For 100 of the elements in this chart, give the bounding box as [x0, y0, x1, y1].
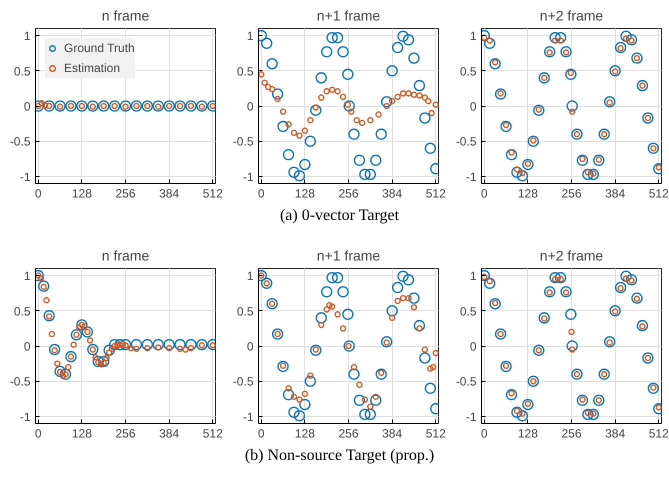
point [348, 128, 360, 140]
point [381, 336, 392, 348]
point [614, 282, 626, 294]
point [65, 350, 77, 362]
point [288, 166, 300, 178]
point [516, 410, 528, 422]
point [402, 274, 414, 286]
point [277, 360, 289, 372]
x-tick-label: 0 [480, 426, 488, 440]
point [408, 292, 420, 304]
x-tick-label: 128 [294, 186, 316, 200]
point [92, 354, 99, 360]
x-tick-label: 0 [480, 186, 488, 200]
point [326, 302, 333, 308]
y-tick-label: 1 [470, 29, 477, 44]
y-tick-label: 0.5 [236, 64, 254, 78]
point [321, 46, 332, 58]
point [506, 388, 518, 400]
point [425, 98, 432, 104]
point [636, 80, 648, 92]
point [626, 274, 638, 286]
point [370, 154, 382, 166]
x-tick-label: 0 [258, 186, 265, 200]
point [367, 403, 374, 410]
point [310, 104, 322, 116]
point [86, 337, 94, 344]
y-tick-label: 1 [246, 269, 254, 284]
point [128, 344, 134, 352]
point [528, 136, 539, 147]
point [427, 365, 434, 372]
point [337, 46, 349, 58]
point [288, 406, 300, 418]
point [282, 148, 294, 160]
x-tick-label: 128 [72, 186, 92, 200]
point [277, 120, 289, 132]
x-tick-label: 512 [426, 426, 446, 440]
point [76, 319, 88, 331]
point [328, 303, 336, 310]
point [544, 46, 556, 58]
x-tick-label: 128 [294, 426, 316, 440]
point [620, 270, 632, 282]
point [631, 52, 643, 64]
point [538, 312, 550, 324]
y-tick-label: 0.5 [14, 64, 31, 78]
point [282, 388, 294, 400]
legend-label: Ground Truth [64, 41, 135, 55]
y-tick-label: -0.5 [232, 374, 254, 389]
point [70, 329, 82, 340]
point [272, 88, 284, 100]
x-tick-label: 128 [72, 426, 92, 440]
point [569, 346, 576, 353]
y-tick-label: 1 [246, 29, 254, 44]
point [554, 32, 566, 44]
point [304, 136, 316, 147]
point [424, 382, 436, 394]
x-tick-label: 384 [159, 426, 180, 440]
point [367, 116, 374, 124]
x-tick-label: 384 [382, 186, 402, 200]
point [384, 102, 390, 110]
point [54, 360, 60, 367]
point [410, 304, 418, 310]
point [394, 298, 401, 304]
point [354, 154, 366, 166]
point [386, 305, 398, 316]
point [614, 42, 626, 54]
y-tick-label: -1 [20, 410, 31, 424]
point [285, 385, 292, 392]
y-tick-label: -1 [466, 170, 477, 184]
point [92, 356, 104, 368]
point [405, 90, 412, 96]
point [344, 340, 355, 352]
x-tick-label: 0 [34, 426, 42, 440]
y-tick-label: 0.5 [460, 304, 477, 318]
y-tick-label: -0.5 [232, 134, 254, 149]
point [350, 364, 358, 370]
point [388, 98, 396, 104]
point [356, 382, 363, 388]
point [549, 272, 561, 284]
point [376, 368, 387, 380]
point [43, 310, 55, 322]
point [582, 408, 594, 420]
point [307, 116, 314, 124]
point [354, 116, 360, 124]
point [416, 92, 423, 99]
point [533, 344, 544, 356]
point [334, 311, 341, 318]
point [324, 306, 330, 313]
y-tick-label: 0.5 [236, 304, 254, 318]
x-tick-label: 512 [648, 426, 669, 440]
point [185, 338, 197, 350]
point [98, 356, 110, 368]
point [400, 294, 406, 302]
x-tick-label: 256 [338, 186, 359, 200]
y-tick-label: -1 [466, 410, 477, 424]
point [280, 108, 286, 115]
point [261, 80, 268, 86]
point [511, 406, 523, 418]
point [522, 398, 534, 410]
y-tick-label: 0 [24, 100, 31, 114]
point [324, 88, 330, 94]
